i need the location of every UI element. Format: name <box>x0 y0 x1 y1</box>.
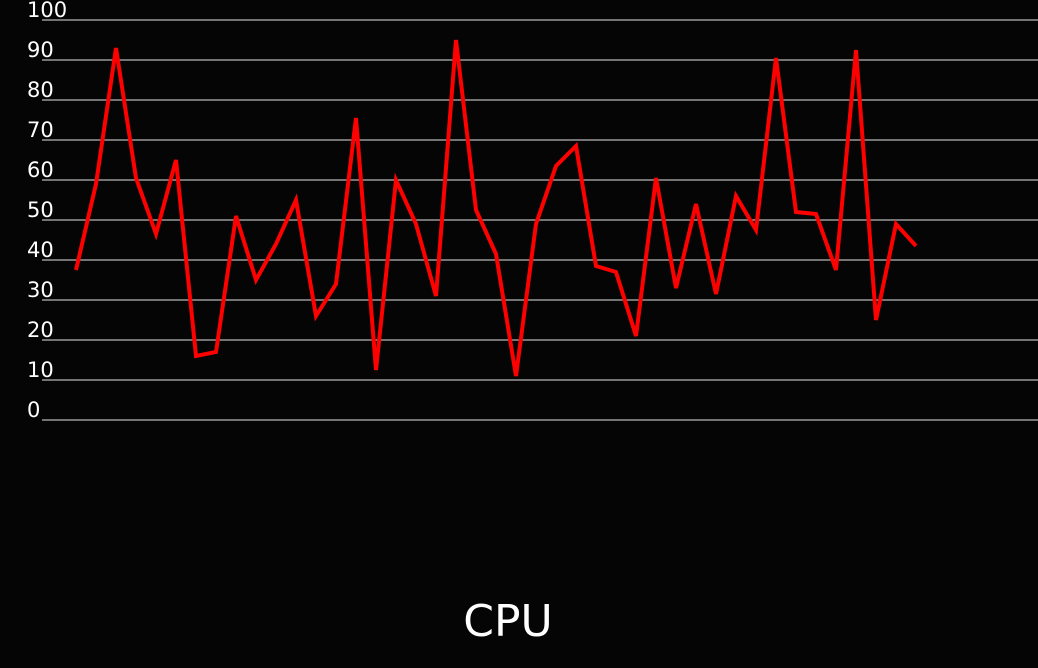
chart-title: CPU <box>463 596 552 647</box>
y-tick-label: 90 <box>27 38 54 62</box>
y-tick-label: 20 <box>27 318 54 342</box>
y-tick-label: 10 <box>27 358 54 382</box>
y-tick-label: 60 <box>27 158 54 182</box>
line-series <box>74 39 918 377</box>
y-tick-label: 100 <box>27 0 67 22</box>
y-tick-label: 70 <box>27 118 54 142</box>
y-tick-label: 40 <box>27 238 54 262</box>
y-tick-label: 30 <box>27 278 54 302</box>
y-tick-label: 50 <box>27 198 54 222</box>
y-tick-label: 80 <box>27 78 54 102</box>
y-tick-label: 0 <box>27 398 40 422</box>
